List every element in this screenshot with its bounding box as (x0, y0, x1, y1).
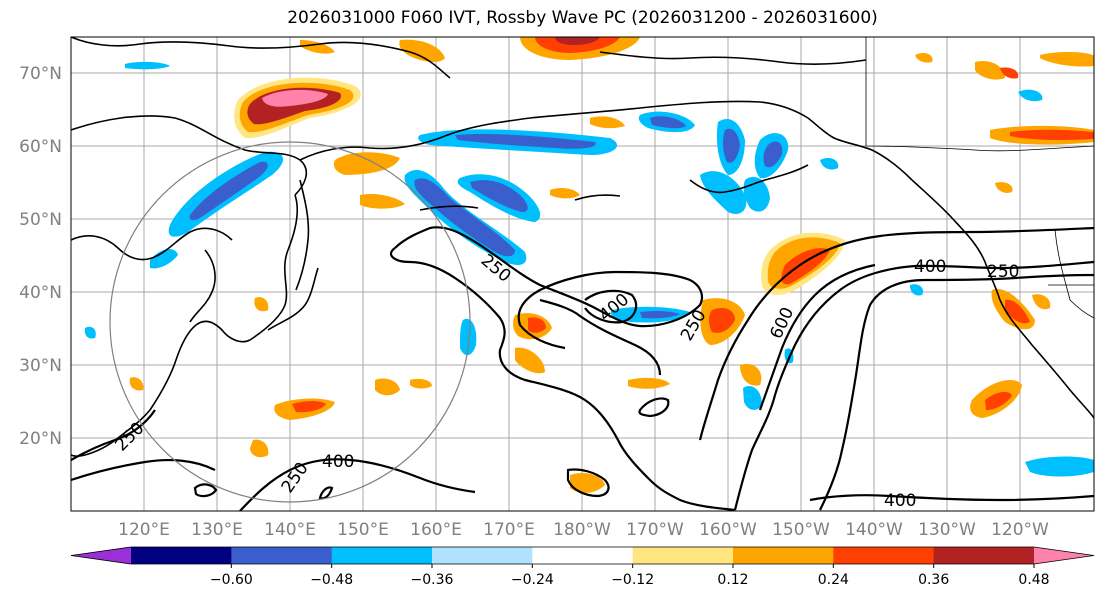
graticule (71, 37, 1094, 511)
lon-label: 180°W (553, 520, 611, 540)
latitude-labels: 70°N 60°N 50°N 40°N 30°N 20°N (19, 64, 62, 449)
colorbar-tick-label: 0.48 (1018, 572, 1049, 588)
lon-label: 130°W (918, 520, 976, 540)
longitude-labels: 120°E 130°E 140°E 150°E 160°E 170°E 180°… (118, 520, 1049, 540)
map-area: 250 400 400 250 600 400 250 250 250 400 (71, 37, 1094, 511)
colorbar: −0.60 −0.48 −0.36 −0.24 −0.12 0.12 0.24 0.36 0.4… (70, 546, 1095, 588)
borders (865, 37, 1094, 319)
colorbar-cell (131, 547, 232, 564)
colorbar-cell (231, 547, 333, 564)
colorbar-tick-label: 0.36 (918, 572, 949, 588)
lon-label: 150°W (772, 520, 830, 540)
lon-label: 150°E (337, 520, 389, 540)
colorbar-cell (432, 547, 533, 564)
lat-label-20: 20°N (19, 429, 62, 449)
colorbar-tick-label: 0.12 (717, 572, 748, 588)
lat-label-50: 50°N (19, 210, 62, 230)
colorbar-extend-low (71, 547, 131, 564)
colorbar-tick-label: −0.48 (310, 572, 353, 588)
lat-label-30: 30°N (19, 356, 62, 376)
colorbar-cell (933, 547, 1035, 564)
colorbar-extend-high (1034, 547, 1094, 564)
domain-circle (109, 141, 471, 503)
colorbar-tick-label: −0.12 (611, 572, 654, 588)
colorbar-tick-label: −0.60 (210, 572, 253, 588)
colorbar-cell (331, 547, 433, 564)
lat-label-40: 40°N (19, 283, 62, 303)
chart-title: 2026031000 F060 IVT, Rossby Wave PC (202… (287, 8, 878, 28)
lon-label: 160°W (699, 520, 757, 540)
colorbar-cell (532, 547, 634, 564)
lon-label: 170°W (626, 520, 684, 540)
contour-label: 400 (914, 257, 946, 277)
lon-label: 120°E (118, 520, 170, 540)
map-frame (70, 36, 1095, 512)
lat-label-70: 70°N (19, 64, 62, 84)
colorbar-cell (833, 547, 935, 564)
contour-label: 250 (987, 262, 1019, 282)
ivt-contours (71, 226, 1094, 511)
colorbar-outline (70, 546, 1095, 565)
contour-label: 400 (322, 452, 354, 472)
colorbar-cell (632, 547, 734, 564)
coastlines (71, 37, 1094, 457)
contour-label: 400 (884, 491, 916, 511)
colorbar-tick-label: −0.24 (511, 572, 554, 588)
lon-label: 140°E (264, 520, 316, 540)
lon-label: 140°W (845, 520, 903, 540)
lon-label: 120°W (991, 520, 1049, 540)
colorbar-tick-label: 0.24 (818, 572, 849, 588)
lon-label: 160°E (410, 520, 462, 540)
lon-label: 170°E (483, 520, 535, 540)
lat-label-60: 60°N (19, 137, 62, 157)
lon-label: 130°E (191, 520, 243, 540)
colorbar-cell (733, 547, 834, 564)
colorbar-tick-label: −0.36 (411, 572, 454, 588)
